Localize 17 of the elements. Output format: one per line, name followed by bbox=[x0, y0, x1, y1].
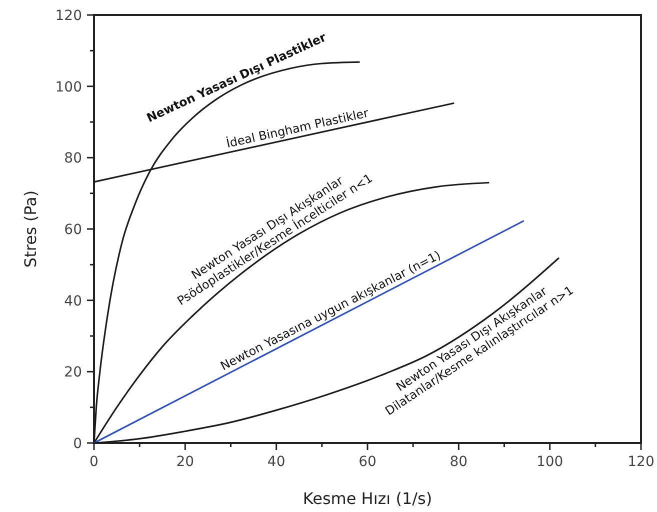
y-tick-label: 0 bbox=[73, 436, 82, 452]
x-axis-title: Kesme Hızı (1/s) bbox=[302, 489, 432, 508]
y-tick-label: 20 bbox=[64, 364, 82, 381]
y-tick-label: 100 bbox=[55, 79, 82, 96]
x-tick-label: 100 bbox=[536, 454, 564, 470]
annotation: İdeal Bingham Plastikler bbox=[224, 106, 370, 151]
y-tick-label: 60 bbox=[64, 222, 82, 238]
y-tick-label: 40 bbox=[64, 293, 82, 310]
x-tick-label: 120 bbox=[628, 454, 654, 470]
y-axis-title: Stres (Pa) bbox=[21, 190, 40, 268]
x-tick-label: 40 bbox=[267, 454, 286, 470]
x-tick-label: 20 bbox=[176, 454, 194, 470]
y-tick-label: 80 bbox=[64, 150, 82, 167]
y-tick-label: 120 bbox=[55, 8, 82, 24]
x-tick-label: 0 bbox=[90, 454, 98, 470]
x-tick-label: 80 bbox=[450, 454, 468, 470]
x-tick-label: 60 bbox=[358, 454, 376, 470]
